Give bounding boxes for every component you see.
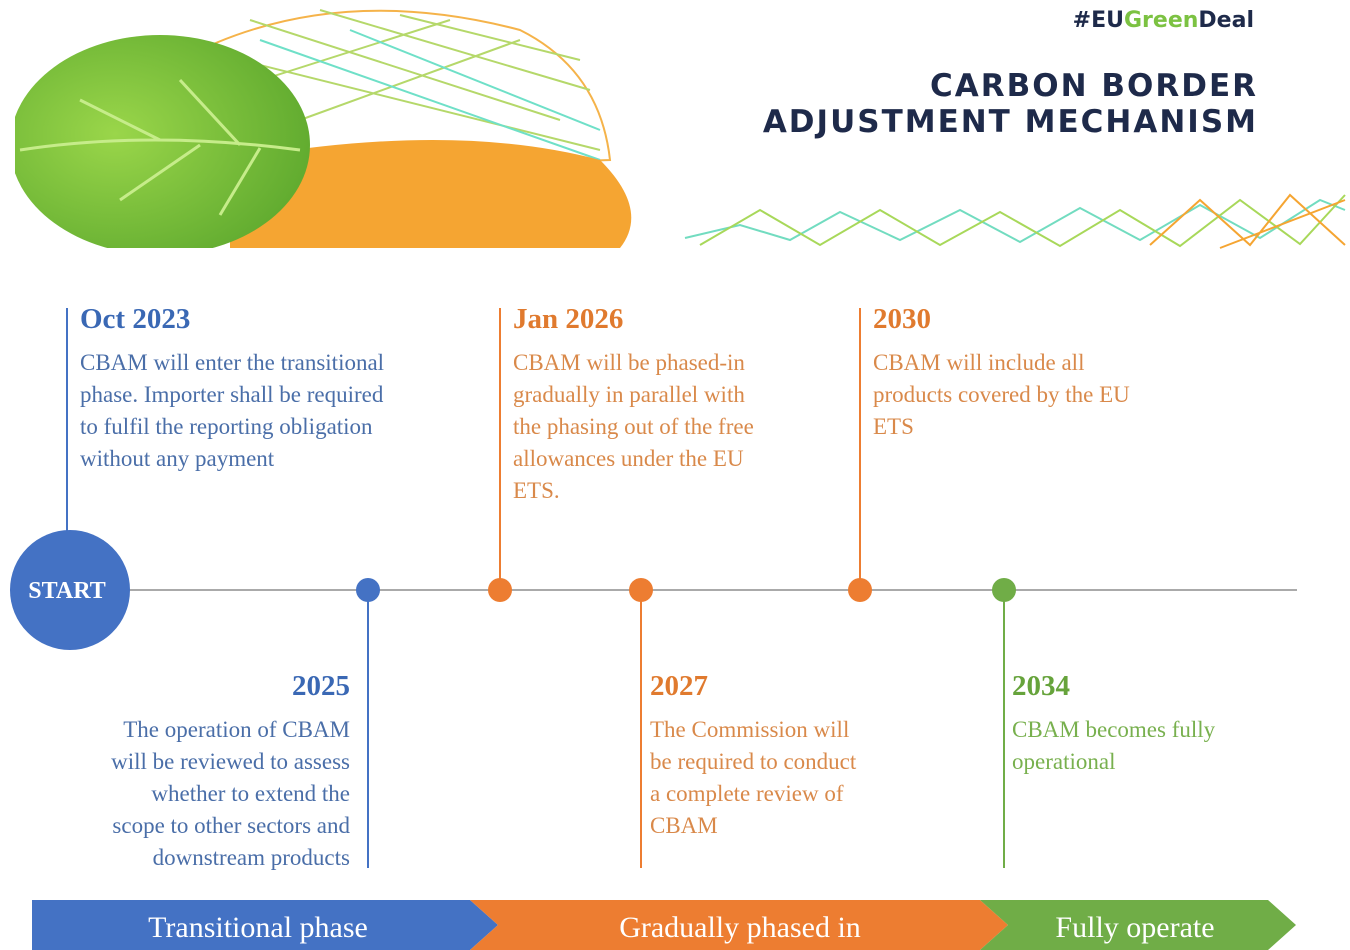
event-date: 2025 [292,670,350,703]
header-art [10,10,631,255]
event-text: be required to conduct [650,746,856,778]
event-text: phase. Importer shall be required [80,379,383,411]
event-text: downstream products [153,842,350,874]
event-text: a complete review of [650,778,844,810]
hashtag-part: #EU [1073,8,1124,33]
event-dot [629,578,653,602]
event-text: CBAM will include all [873,347,1084,379]
event-text: gradually in parallel with [513,379,745,411]
title-line: CARBON BORDER [930,68,1258,104]
event-text: allowances under the EU [513,443,744,475]
page: START Transitional phase Gradually phased… [0,0,1350,950]
event-text: CBAM will be phased-in [513,347,745,379]
event-dot [356,578,380,602]
event-dot [488,578,512,602]
event-dot [992,578,1016,602]
phase-label: Transitional phase [148,911,368,944]
event-date: 2030 [873,303,931,336]
event-text: products covered by the EU [873,379,1130,411]
event-text: CBAM becomes fully [1012,714,1215,746]
start-label: START [28,578,105,604]
event-text: the phasing out of the free [513,411,754,443]
event-text: whether to extend the [151,778,350,810]
event-text: The operation of CBAM [123,714,350,746]
event-date: 2034 [1012,670,1070,703]
phase-label: Fully operate [1055,911,1214,944]
event-date: 2027 [650,670,708,703]
event-date: Jan 2026 [513,303,623,336]
hashtag-part: Green [1124,8,1198,33]
header-pattern [685,195,1345,248]
event-dot [848,578,872,602]
event-text: operational [1012,746,1115,778]
event-text: without any payment [80,443,274,475]
event-text: The Commission will [650,714,849,746]
event-text: CBAM [650,810,718,842]
event-text: ETS [873,411,914,443]
event-date: Oct 2023 [80,303,190,336]
hashtag-part: Deal [1198,8,1254,33]
event-text: scope to other sectors and [112,810,350,842]
hashtag: #EUGreenDeal [1073,8,1254,33]
event-text: CBAM will enter the transitional [80,347,384,379]
event-text: will be reviewed to assess [111,746,350,778]
title-line: ADJUSTMENT MECHANISM [763,104,1258,140]
event-text: ETS. [513,475,560,507]
phase-label: Gradually phased in [619,911,861,944]
event-text: to fulfil the reporting obligation [80,411,373,443]
